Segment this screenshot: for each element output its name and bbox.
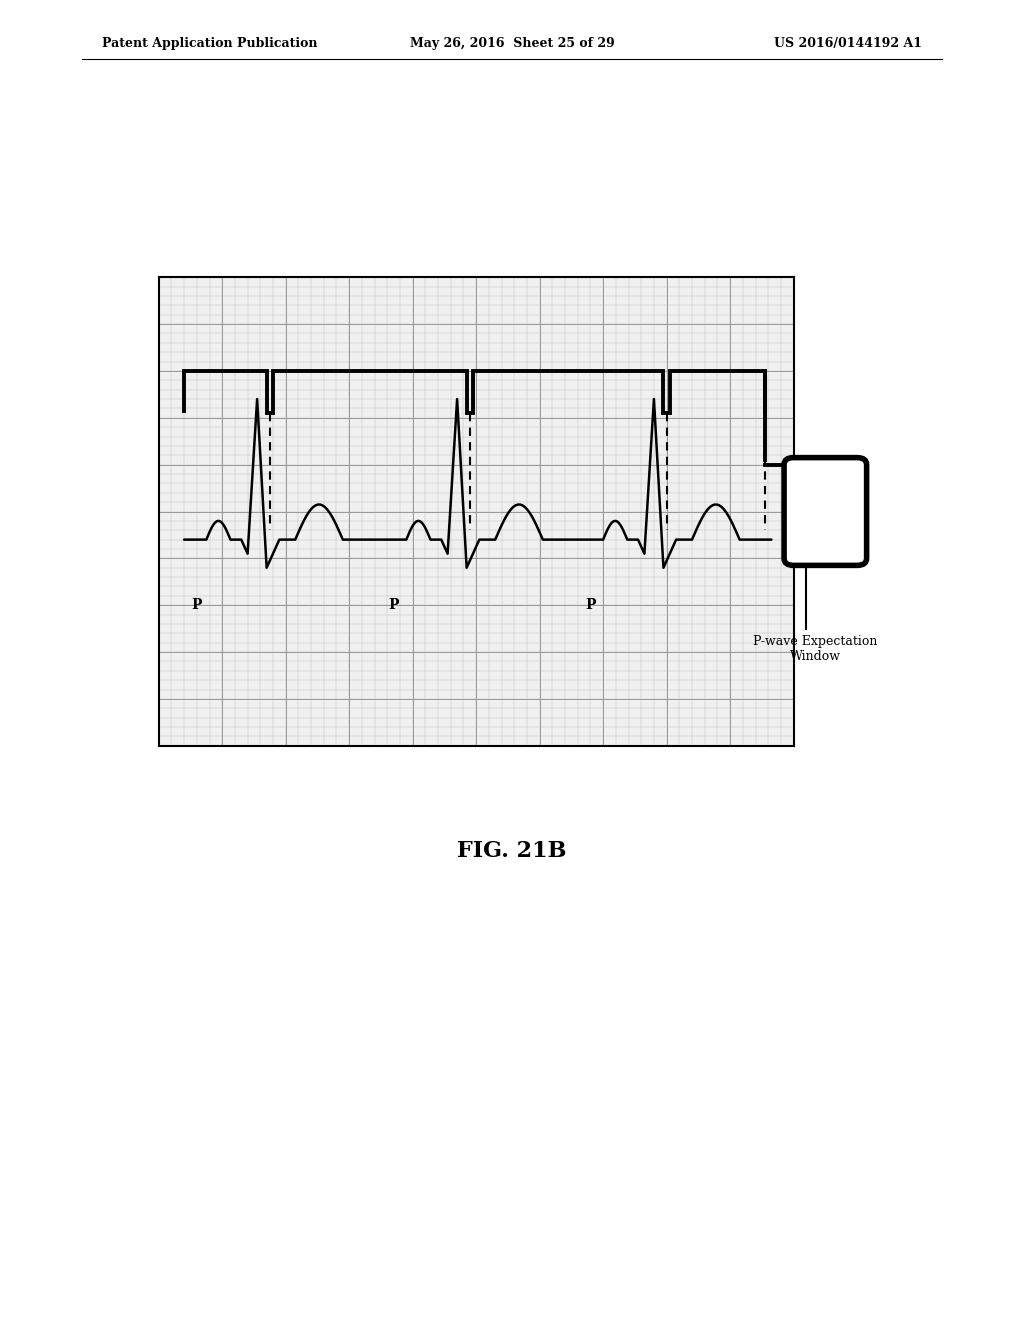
Text: US 2016/0144192 A1: US 2016/0144192 A1	[773, 37, 922, 50]
Text: Patent Application Publication: Patent Application Publication	[102, 37, 317, 50]
Text: FIG. 21B: FIG. 21B	[458, 841, 566, 862]
Text: P: P	[388, 598, 399, 612]
Text: P: P	[585, 598, 596, 612]
Text: May 26, 2016  Sheet 25 of 29: May 26, 2016 Sheet 25 of 29	[410, 37, 614, 50]
Text: P-wave Expectation
Window: P-wave Expectation Window	[753, 635, 878, 663]
FancyBboxPatch shape	[784, 458, 866, 565]
Text: P: P	[191, 598, 202, 612]
